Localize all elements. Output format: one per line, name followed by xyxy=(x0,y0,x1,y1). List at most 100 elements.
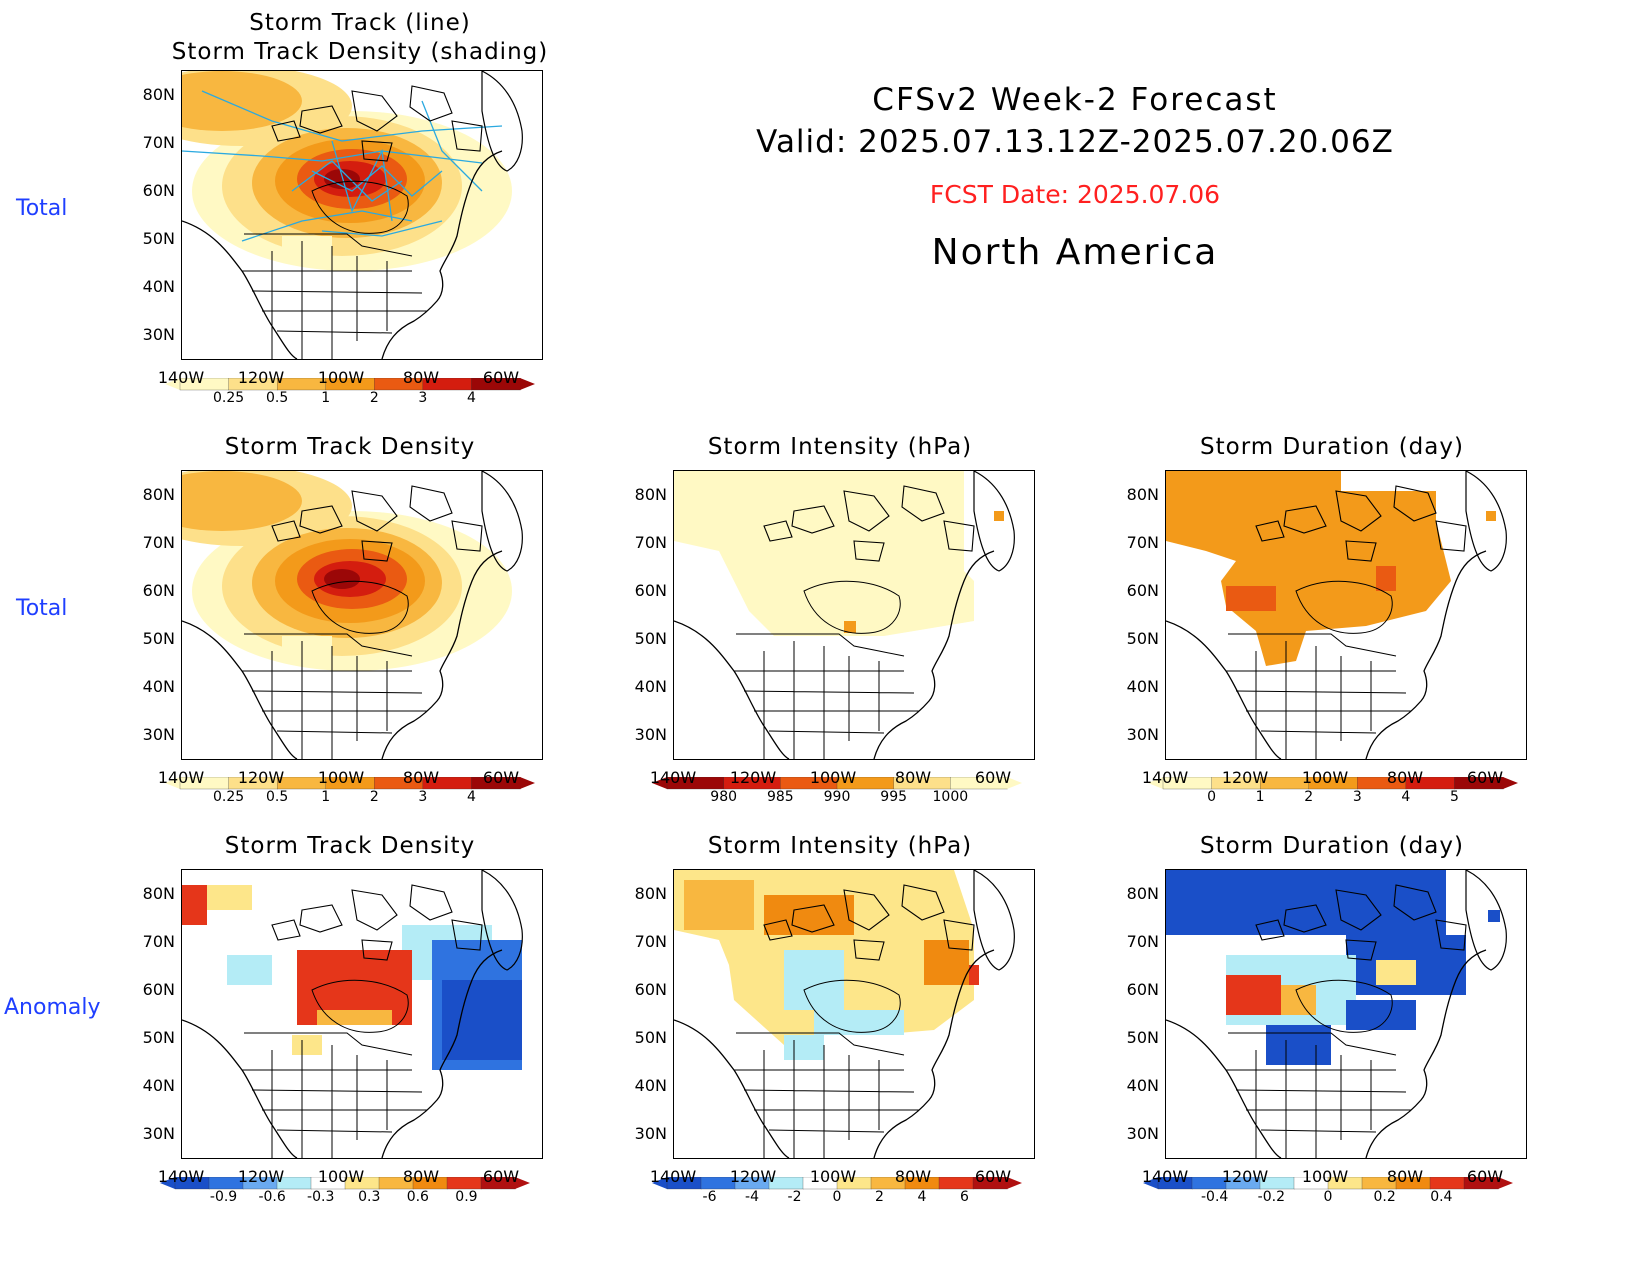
longitude-label: 120W xyxy=(237,1167,285,1186)
row-label-anomaly: Anomaly xyxy=(4,995,101,1020)
latitude-label: 70N xyxy=(142,533,175,552)
longitude-label: 100W xyxy=(1301,768,1349,787)
longitude-label: 140W xyxy=(157,368,205,387)
longitude-label: 140W xyxy=(649,1167,697,1186)
colorbar-tick-label: 0.4 xyxy=(1430,1189,1453,1205)
longitude-label: 100W xyxy=(317,368,365,387)
colorbar-tick-label: 3 xyxy=(1352,789,1362,805)
colorbar-density-2: 0.25 0.5 1 2 3 4 xyxy=(165,776,545,805)
colorbar-tick-label: 0.5 xyxy=(266,789,289,805)
colorbar-intensity: 980 985 990 995 1000 xyxy=(652,776,1032,805)
longitude-label: 60W xyxy=(1466,768,1504,787)
colorbar-swatches xyxy=(160,1176,530,1190)
longitude-label: 120W xyxy=(237,368,285,387)
latitude-label: 40N xyxy=(1126,677,1159,696)
latitude-label: 70N xyxy=(634,932,667,951)
latitude-label: 40N xyxy=(634,1076,667,1095)
colorbar-swatches xyxy=(652,776,1022,790)
latitude-label: 80N xyxy=(1126,884,1159,903)
forecast-title: CFSv2 Week-2 Forecast xyxy=(872,82,1278,118)
latitude-label: 60N xyxy=(142,980,175,999)
colorbar-duration: 0 1 2 3 4 5 xyxy=(1148,776,1528,805)
longitude-label: 80W xyxy=(1386,768,1424,787)
colorbar-swatches xyxy=(165,776,535,790)
panel1-title-line: Storm Track (line) xyxy=(249,10,471,36)
panel6-title: Storm Intensity (hPa) xyxy=(707,833,973,859)
longitude-label: 80W xyxy=(894,768,932,787)
colorbar-tick-label: 990 xyxy=(823,789,851,805)
longitude-label: 120W xyxy=(729,768,777,787)
colorbar-tick-label: 0.25 xyxy=(212,390,245,406)
longitude-label: 140W xyxy=(157,768,205,787)
colorbar-tick-label: 6 xyxy=(960,1189,969,1205)
latitude-label: 70N xyxy=(142,932,175,951)
latitude-label: 80N xyxy=(634,485,667,504)
colorbar-tick-label: 0 xyxy=(832,1189,842,1205)
map-storm-track-total xyxy=(181,70,543,360)
panel5-title: Storm Track Density xyxy=(224,833,476,859)
colorbar-tick-label: 1 xyxy=(321,789,331,805)
colorbar-tick-label: 1 xyxy=(1255,789,1265,805)
latitude-label: 60N xyxy=(142,581,175,600)
panel4-title: Storm Duration (day) xyxy=(1200,434,1464,460)
longitude-label: 120W xyxy=(729,1167,777,1186)
colorbar-tick-label: -0.9 xyxy=(209,1189,238,1205)
colorbar-tick-label: 2 xyxy=(369,789,379,805)
latitude-label: 30N xyxy=(634,725,667,744)
colorbar-tick-label: 0 xyxy=(1207,789,1217,805)
latitude-label: 30N xyxy=(1126,725,1159,744)
colorbar-tick-label: -4 xyxy=(745,1189,759,1205)
longitude-label: 80W xyxy=(402,1167,440,1186)
map-canvas xyxy=(1166,471,1507,759)
map-canvas xyxy=(1166,870,1507,1158)
colorbar-tick-label: 0 xyxy=(1323,1189,1333,1205)
longitude-label: 100W xyxy=(1301,1167,1349,1186)
longitude-label: 60W xyxy=(1466,1167,1504,1186)
colorbar-tick-label: 3 xyxy=(418,390,428,406)
longitude-label: 140W xyxy=(1141,768,1189,787)
colorbar-tick-label: 995 xyxy=(880,789,908,805)
latitude-label: 80N xyxy=(1126,485,1159,504)
longitude-label: 100W xyxy=(809,768,857,787)
colorbar-tick-label: -0.4 xyxy=(1200,1189,1229,1205)
latitude-label: 30N xyxy=(142,1124,175,1143)
region-name: North America xyxy=(931,232,1219,273)
longitude-label: 100W xyxy=(317,768,365,787)
latitude-label: 50N xyxy=(634,1028,667,1047)
latitude-label: 40N xyxy=(142,277,175,296)
longitude-label: 140W xyxy=(649,768,697,787)
longitude-label: 120W xyxy=(237,768,285,787)
colorbar-tick-label: 3 xyxy=(418,789,428,805)
latitude-label: 60N xyxy=(634,581,667,600)
latitude-label: 50N xyxy=(142,229,175,248)
colorbar-tick-label: 5 xyxy=(1449,789,1459,805)
latitude-label: 50N xyxy=(1126,629,1159,648)
colorbar-tick-label: 0.3 xyxy=(358,1189,381,1205)
colorbar-tick-label: 985 xyxy=(766,789,794,805)
latitude-label: 70N xyxy=(142,133,175,152)
latitude-label: 50N xyxy=(634,629,667,648)
colorbar-tick-label: 4 xyxy=(1401,789,1411,805)
latitude-label: 40N xyxy=(142,1076,175,1095)
map-duration-anomaly xyxy=(1165,869,1527,1159)
latitude-label: 40N xyxy=(1126,1076,1159,1095)
colorbar-tick-label: 4 xyxy=(466,789,476,805)
longitude-label: 100W xyxy=(317,1167,365,1186)
map-density-anomaly xyxy=(181,869,543,1159)
latitude-label: 60N xyxy=(1126,581,1159,600)
longitude-label: 60W xyxy=(482,1167,520,1186)
row-label-total-2: Total xyxy=(16,596,68,621)
longitude-label: 60W xyxy=(482,368,520,387)
map-canvas xyxy=(674,870,1015,1158)
colorbar-tick-label: 1 xyxy=(321,390,331,406)
colorbar-tick-label: 2 xyxy=(1304,789,1314,805)
longitude-label: 120W xyxy=(1221,1167,1269,1186)
colorbar-tick-label: 2 xyxy=(875,1189,884,1205)
colorbar-intensity-anomaly: -6 -4 -2 0 2 4 6 xyxy=(652,1176,1032,1205)
map-canvas xyxy=(182,870,523,1158)
latitude-label: 80N xyxy=(142,485,175,504)
colorbar-tick-label: 2 xyxy=(369,390,379,406)
colorbar-tick-label: 0.5 xyxy=(266,390,289,406)
latitude-label: 50N xyxy=(142,629,175,648)
panel2-title: Storm Track Density xyxy=(224,434,476,460)
